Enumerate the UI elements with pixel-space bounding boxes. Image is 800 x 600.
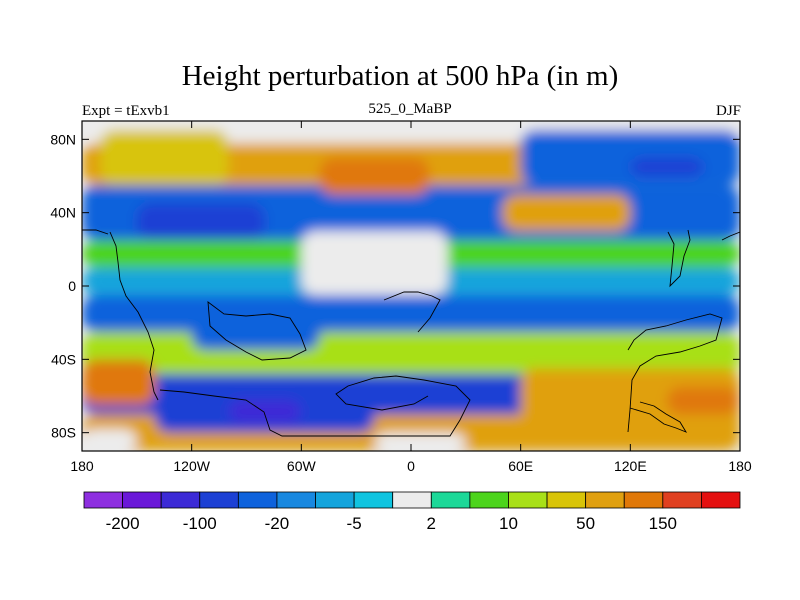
field-band-south-tropic bbox=[82, 295, 740, 332]
field-high-south-indian bbox=[82, 359, 156, 406]
x-tick-label: 60E bbox=[508, 458, 533, 474]
field-low-south-atlantic bbox=[191, 304, 320, 351]
colorbar-swatch bbox=[662, 491, 702, 509]
colorbar-swatch bbox=[160, 491, 201, 509]
season-label: DJF bbox=[715, 103, 741, 119]
colorbar-label: -200 bbox=[106, 514, 140, 533]
field-high-north-atlantic bbox=[319, 157, 430, 195]
colorbar-label: 2 bbox=[427, 514, 436, 533]
field-high-north-eurasia bbox=[502, 194, 631, 231]
field-high-north-pacific bbox=[100, 130, 229, 186]
colorbar-swatch bbox=[315, 491, 355, 509]
colorbar-label: 150 bbox=[649, 514, 677, 533]
colorbar-swatch bbox=[276, 491, 316, 509]
colorbar-swatch bbox=[546, 491, 587, 509]
x-tick-label: 0 bbox=[407, 458, 415, 474]
colorbar-swatch bbox=[353, 491, 394, 509]
y-tick-label: 40S bbox=[51, 351, 76, 367]
colorbar-label: -100 bbox=[183, 514, 217, 533]
time-label: 525_0_MaBP bbox=[368, 101, 452, 117]
colorbar-label: -5 bbox=[347, 514, 362, 533]
y-tick-label: 40N bbox=[50, 205, 76, 221]
coastline-southern-islands bbox=[629, 401, 688, 433]
colorbar-swatch bbox=[585, 491, 625, 509]
x-tick-label: 180 bbox=[728, 458, 752, 474]
field-low-siberia-core bbox=[630, 157, 704, 176]
colorbar-swatch bbox=[199, 491, 239, 509]
colorbar-swatch bbox=[392, 491, 432, 509]
field-low-siberia bbox=[520, 130, 740, 186]
colorbar-swatch bbox=[237, 491, 278, 509]
colorbar-swatch bbox=[469, 491, 509, 509]
chart-title: Height perturbation at 500 hPa (in m) bbox=[181, 60, 619, 92]
field-neutral-antarctic-west bbox=[82, 429, 137, 451]
x-tick-label: 180 bbox=[70, 458, 94, 474]
y-tick-label: 80S bbox=[51, 425, 76, 441]
colorbar-label: 50 bbox=[576, 514, 595, 533]
coastline-asia-east bbox=[667, 229, 691, 288]
colorbar-swatch bbox=[122, 491, 162, 509]
x-tick-label: 120E bbox=[614, 458, 647, 474]
field-low-north-pacific bbox=[136, 203, 265, 241]
x-tick-label: 120W bbox=[173, 458, 210, 474]
colorbar-swatch bbox=[508, 491, 548, 509]
coastline-australia bbox=[627, 313, 723, 433]
colorbar-swatch bbox=[701, 491, 741, 509]
colorbar-swatch bbox=[83, 491, 123, 509]
field-neutral-tropics-atlantic bbox=[301, 231, 448, 296]
coastline-africa bbox=[383, 291, 441, 333]
field-band-south-sub bbox=[82, 331, 740, 374]
contour-field bbox=[82, 121, 740, 451]
colorbar-swatch bbox=[430, 491, 471, 509]
coastline-antarctica bbox=[159, 375, 471, 437]
colorbar-label: -20 bbox=[265, 514, 290, 533]
colorbar-label: 10 bbox=[499, 514, 518, 533]
y-tick-label: 0 bbox=[68, 278, 76, 294]
field-low-south-core bbox=[228, 399, 302, 424]
x-tick-label: 60W bbox=[287, 458, 317, 474]
coastline-dateline-east bbox=[721, 231, 740, 241]
coastline-americas-west bbox=[109, 231, 159, 401]
y-tick-label: 80N bbox=[50, 131, 76, 147]
coastline-dateline-west bbox=[82, 229, 109, 235]
coastline-south-america bbox=[207, 301, 307, 361]
field-neutral-antarctic-east bbox=[374, 432, 466, 451]
experiment-label: Expt = tExvb1 bbox=[82, 103, 170, 119]
field-high-south-east-core bbox=[666, 386, 740, 415]
colorbar-swatch bbox=[623, 491, 664, 509]
colorbar: -200 -100 -20 -5 2 10 50 150 bbox=[83, 491, 741, 533]
